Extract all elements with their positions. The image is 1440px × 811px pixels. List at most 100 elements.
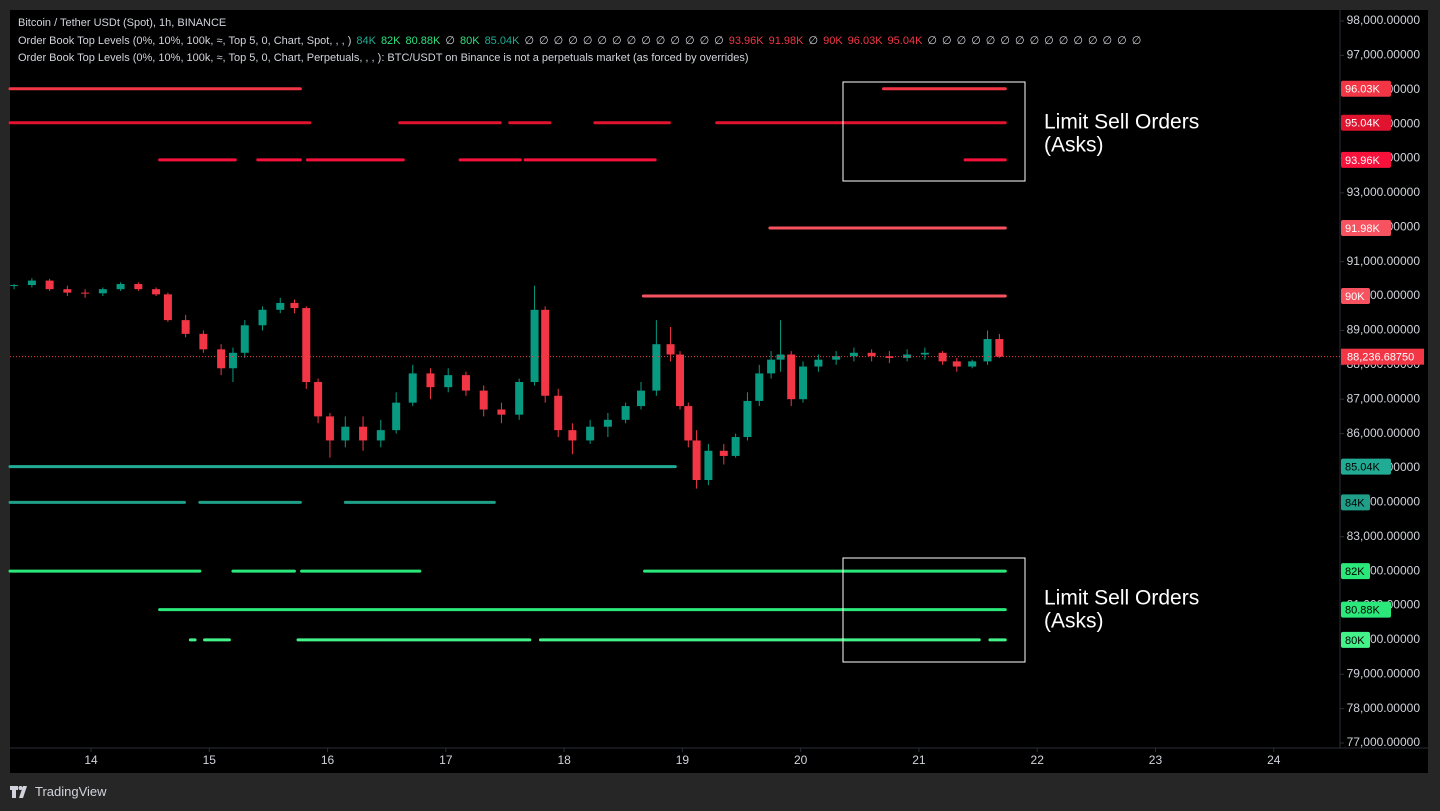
candle-body	[692, 440, 701, 480]
candle-body	[938, 352, 947, 362]
candle-body	[995, 339, 1004, 357]
level-badge-label: 80K	[1345, 635, 1365, 647]
candle-body	[426, 373, 435, 388]
indicator-value: ∅	[568, 34, 578, 47]
indicator-value: ∅	[971, 34, 981, 47]
indicator-value: ∅	[1014, 34, 1025, 47]
candle-body	[258, 309, 267, 326]
candle-body	[586, 426, 595, 441]
level-badge	[1341, 458, 1391, 475]
candle-body	[867, 352, 876, 357]
level-badge-label: 93.96K	[1345, 155, 1381, 167]
candle-body	[444, 375, 453, 388]
candle-body	[704, 450, 713, 480]
indicator-value: ∅	[985, 34, 996, 47]
footer: TradingView	[10, 784, 107, 799]
indicator-value: ∅	[626, 34, 637, 47]
level-badge-label: 80.88K	[1345, 605, 1381, 617]
candle-body	[767, 359, 776, 374]
candle-body	[554, 395, 563, 431]
candle-body	[636, 390, 645, 407]
last-price-badge	[1341, 348, 1424, 365]
level-badge-label: 85.04K	[1345, 461, 1381, 473]
candle-body	[719, 450, 728, 456]
indicator-value: ∅	[699, 34, 710, 47]
candle-body	[832, 356, 841, 360]
brand: TradingView	[35, 784, 107, 799]
annotation-box	[842, 557, 1026, 663]
indicator-value: 80K	[459, 34, 480, 47]
candle-body	[968, 361, 977, 367]
indicator-value: 90K	[823, 34, 843, 47]
candle-body	[302, 308, 311, 383]
x-tick-label: 20	[794, 753, 808, 767]
candle-body	[314, 382, 323, 417]
indicator-value: ∅	[553, 34, 564, 47]
indicator-value: ∅	[670, 34, 680, 47]
candle-body	[952, 361, 961, 367]
x-tick-label: 22	[1031, 753, 1045, 767]
candle-body	[408, 373, 417, 403]
legend: Bitcoin / Tether USDt (Spot), 1h, BINANC…	[18, 15, 1141, 68]
y-tick-label: 77,000.00000	[1347, 735, 1421, 749]
candle-body	[849, 352, 858, 357]
annotation-box	[842, 81, 1026, 182]
x-tick-label: 16	[321, 753, 335, 767]
annotation-text: Limit Sell Orders	[1044, 111, 1199, 134]
candle-body	[621, 406, 630, 420]
indicator-value: ∅	[956, 34, 967, 47]
candle-body	[666, 344, 675, 355]
candle-body	[181, 320, 190, 334]
indicator-value: ∅	[597, 34, 607, 47]
candle-body	[515, 382, 524, 415]
indicator-value: ∅	[1000, 34, 1010, 47]
indicator-value: ∅	[1058, 34, 1069, 47]
level-badge	[1341, 601, 1391, 618]
indicator-value: 85.04K	[484, 34, 520, 47]
level-badge	[1341, 219, 1391, 236]
candle-body	[359, 426, 368, 441]
level-badge-label: 82K	[1345, 566, 1365, 578]
candle-body	[497, 409, 506, 415]
indicator-value: 80.88K	[405, 34, 441, 47]
y-tick-label: 97,000.00000	[1347, 48, 1421, 62]
candle-body	[799, 366, 808, 400]
level-badge	[1341, 563, 1370, 580]
candle-body	[376, 430, 385, 441]
candle-body	[731, 437, 740, 456]
candle-body	[63, 289, 72, 293]
indicator-value: 95.04K	[887, 34, 923, 47]
annotation-text: (Asks)	[1044, 610, 1104, 633]
indicator-value: ∅	[612, 34, 622, 47]
y-tick-label: 86,000.00000	[1347, 426, 1421, 440]
x-tick-label: 15	[203, 753, 217, 767]
indicator-value: ∅	[927, 34, 938, 47]
candle-body	[776, 354, 785, 360]
indicator-value: ∅	[1087, 34, 1098, 47]
candle-body	[814, 359, 823, 367]
candle-body	[45, 280, 54, 290]
level-badge-label: 91.98K	[1345, 223, 1381, 235]
candle-body	[134, 284, 143, 290]
candle-body	[116, 284, 125, 290]
level-badge	[1341, 631, 1370, 648]
indicator-value: ∅	[524, 34, 535, 47]
y-tick-label: 93,000.00000	[1347, 185, 1421, 199]
indicator-value: 91.98K	[768, 34, 804, 47]
candle-body	[27, 280, 36, 286]
level-badge-label: 96.03K	[1345, 84, 1381, 96]
candle-body	[787, 354, 796, 400]
level-badge-label: 95.04K	[1345, 118, 1381, 130]
level-badge-label: 90K	[1345, 291, 1365, 303]
candle-body	[392, 402, 401, 431]
candle-body	[325, 416, 334, 441]
indicator-value: ∅	[1029, 34, 1040, 47]
indicator-name: Order Book Top Levels (0%, 10%, 100k, ≈,…	[18, 34, 352, 47]
indicator-value: 93.96K	[728, 34, 764, 47]
candle-body	[755, 373, 764, 401]
y-tick-label: 89,000.00000	[1347, 323, 1421, 337]
level-badge	[1341, 288, 1370, 305]
candle-body	[152, 289, 161, 295]
